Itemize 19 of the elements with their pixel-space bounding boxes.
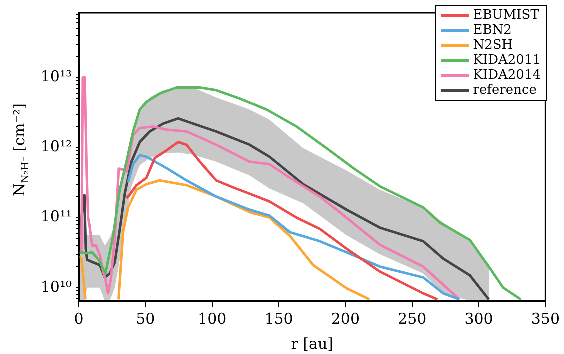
x-tick-label: 200 (331, 310, 360, 328)
legend-label: reference (473, 83, 537, 98)
y-tick-label: 10¹⁰ (40, 278, 72, 296)
x-tick-label: 350 (531, 310, 560, 328)
x-tick-label: 250 (398, 310, 427, 328)
x-tick-label: 150 (264, 310, 294, 328)
legend-label: EBUMIST (473, 8, 540, 23)
x-tick-label: 300 (464, 310, 494, 328)
legend-label: N2SH (473, 38, 514, 53)
x-tick-label: 100 (198, 310, 227, 328)
y-tick-label: 10¹¹ (40, 208, 72, 226)
legend-label: KIDA2014 (473, 68, 541, 83)
x-tick-label: 0 (74, 310, 84, 328)
x-axis-title: r [au] (291, 334, 334, 353)
y-tick-label: 10¹³ (40, 68, 72, 86)
legend-label: KIDA2011 (473, 53, 541, 68)
x-tick-label: 50 (136, 310, 156, 328)
legend-label: EBN2 (473, 23, 512, 38)
y-tick-label: 10¹² (40, 138, 72, 156)
